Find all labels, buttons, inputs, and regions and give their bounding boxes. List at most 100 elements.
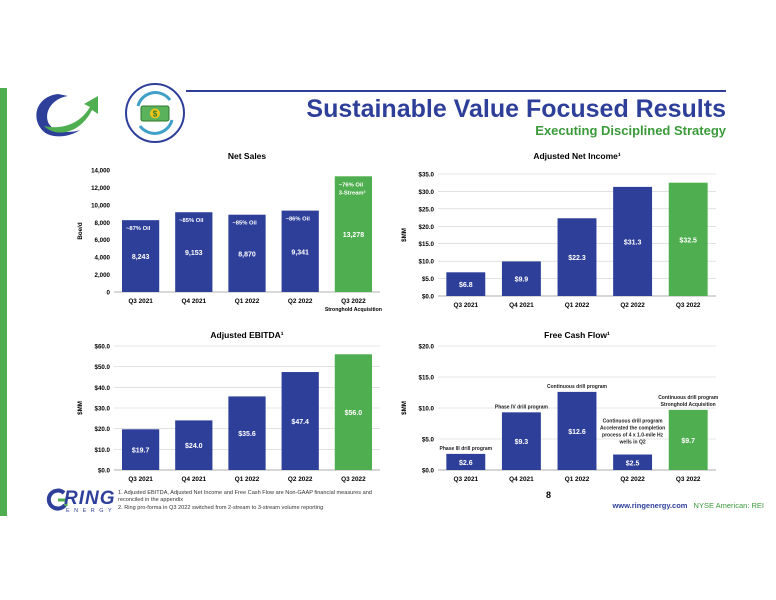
bar-value-label: 8,870 [238, 251, 256, 258]
x-tick-label: Q3 2021 [128, 298, 153, 305]
x-tick-label: Q3 2022 [341, 298, 366, 305]
page-number: 8 [546, 490, 552, 500]
bar-value-label: 13,278 [343, 232, 365, 239]
x-tick-label: Q4 2021 [182, 476, 207, 483]
x-tick-label: Q2 2022 [620, 476, 645, 483]
y-tick-label: $5.0 [422, 276, 435, 283]
y-tick-label: $15.0 [419, 241, 435, 248]
bar-value-label: $6.8 [459, 282, 473, 289]
stock-ticker: NYSE American: REI [693, 501, 764, 510]
y-tick-label: $5.0 [422, 437, 435, 444]
bar [334, 354, 373, 470]
bar-value-label: $12.6 [568, 429, 586, 436]
footnote-line: 2. Ring pro-forma in Q3 2022 switched fr… [118, 504, 324, 511]
net-sales-chart: Net Sales 0 2,000 4,000 6,000 8,000 10,000 12,0… [77, 151, 382, 313]
footnotes: 1. Adjusted EBITDA, Adjusted Net Income … [118, 490, 372, 512]
bar-value-label: $32.5 [679, 237, 697, 244]
adjusted-net-income-chart: Adjusted Net Income¹ $0.0 $5.0 $10.0 $15.0 $2… [401, 151, 716, 309]
y-axis-label: Boe/d [77, 222, 84, 239]
chart-title: Free Cash Flow¹ [544, 330, 610, 340]
chart-title: Adjusted EBITDA¹ [210, 330, 283, 340]
x-tick-label: Q1 2022 [235, 476, 260, 483]
x-tick-sublabel: Stronghold Acquisition [325, 307, 382, 313]
x-tick-label: Q4 2021 [509, 302, 534, 309]
bar-value-label: $35.6 [238, 431, 256, 438]
y-tick-label: $10.0 [419, 406, 435, 413]
chart-title: Net Sales [228, 151, 267, 161]
y-tick-label: $20.0 [419, 344, 435, 351]
bar-value-label: $9.7 [681, 438, 695, 445]
x-tick-label: Q3 2021 [128, 476, 153, 483]
y-tick-label: 2,000 [95, 272, 111, 279]
header-rule [186, 90, 726, 92]
y-tick-label: $35.0 [419, 172, 435, 179]
bar-annotation: Continuous drill program [547, 384, 608, 390]
y-tick-label: $20.0 [95, 426, 111, 433]
bar-value-label: $22.3 [568, 255, 586, 262]
bar-annotation: Phase III drill program [440, 446, 493, 452]
y-tick-label: $25.0 [419, 206, 435, 213]
page-title: Sustainable Value Focused Results [306, 95, 726, 123]
x-tick-label: Q4 2021 [182, 298, 207, 305]
cash-cycle-icon: $ [125, 83, 185, 143]
bar [121, 220, 160, 292]
x-tick-label: Q1 2022 [565, 302, 590, 309]
bar-value-label: $2.5 [626, 460, 640, 467]
bar-value-label: $47.4 [291, 419, 309, 426]
x-tick-label: Q3 2021 [454, 302, 479, 309]
bar [121, 429, 160, 470]
y-tick-label: 10,000 [91, 202, 110, 209]
y-tick-label: $50.0 [95, 364, 111, 371]
free-cash-flow-chart: Free Cash Flow¹ $0.0 $5.0 $10.0 $15.0 $20.0 $M… [401, 330, 719, 483]
y-tick-label: $0.0 [422, 468, 435, 475]
y-axis-label: $MM [401, 401, 408, 415]
website-link[interactable]: www.ringenergy.com [612, 501, 688, 510]
footer-contact: www.ringenergy.com NYSE American: REI [612, 501, 764, 510]
bar-value-label: $2.6 [459, 460, 473, 467]
x-tick-label: Q3 2022 [676, 476, 701, 483]
bar [501, 412, 541, 470]
x-tick-label: Q1 2022 [565, 476, 590, 483]
bar-annotation: Continuous drill program Accelerated the … [600, 419, 665, 446]
bar-annotation: Continuous drill program Stronghold Acqui… [658, 395, 719, 408]
y-tick-label: $30.0 [95, 406, 111, 413]
bar-note: ~85% Oil [232, 221, 257, 227]
y-axis-label: $MM [401, 228, 408, 242]
bar-value-label: 8,243 [132, 254, 150, 261]
y-tick-label: $15.0 [419, 375, 435, 382]
bar-value-label: $9.9 [515, 277, 529, 284]
bar-note: ~87% Oil [126, 226, 151, 232]
x-tick-label: Q3 2021 [454, 476, 479, 483]
y-axis-label: $MM [77, 401, 84, 415]
bar [613, 454, 653, 470]
brand-subname: ENERGY [66, 508, 117, 514]
y-tick-label: $20.0 [419, 224, 435, 231]
bar-value-label: $9.3 [515, 439, 529, 446]
bar [281, 372, 319, 470]
y-tick-label: 0 [107, 290, 111, 297]
chart-title: Adjusted Net Income¹ [533, 151, 621, 161]
bar [228, 214, 266, 292]
footnote-line: 1. Adjusted EBITDA, Adjusted Net Income … [118, 490, 372, 496]
bar [557, 391, 597, 470]
y-tick-label: 12,000 [91, 185, 110, 192]
bar [501, 261, 541, 296]
x-tick-label: Q3 2022 [676, 302, 701, 309]
bar [613, 186, 653, 296]
bar-annotation: Phase IV drill program [495, 404, 549, 410]
ring-energy-logo-mark [46, 488, 68, 511]
company-swoosh-logo [36, 94, 98, 137]
y-tick-label: 6,000 [95, 237, 111, 244]
x-tick-label: Q2 2022 [620, 302, 645, 309]
x-tick-label: Q4 2021 [509, 476, 534, 483]
y-tick-label: $30.0 [419, 189, 435, 196]
left-accent-bar [0, 88, 7, 516]
bar-value-label: $24.0 [185, 443, 203, 450]
adjusted-ebitda-chart: Adjusted EBITDA¹ $0.0 $10.0 $20.0 $30.0 $40.0… [77, 330, 380, 483]
y-tick-label: 8,000 [95, 220, 111, 227]
y-tick-label: 14,000 [91, 168, 110, 175]
bar-value-label: 9,341 [291, 249, 309, 256]
bar [175, 212, 213, 292]
y-tick-label: $0.0 [422, 294, 435, 301]
brand-name: RING [64, 488, 116, 509]
